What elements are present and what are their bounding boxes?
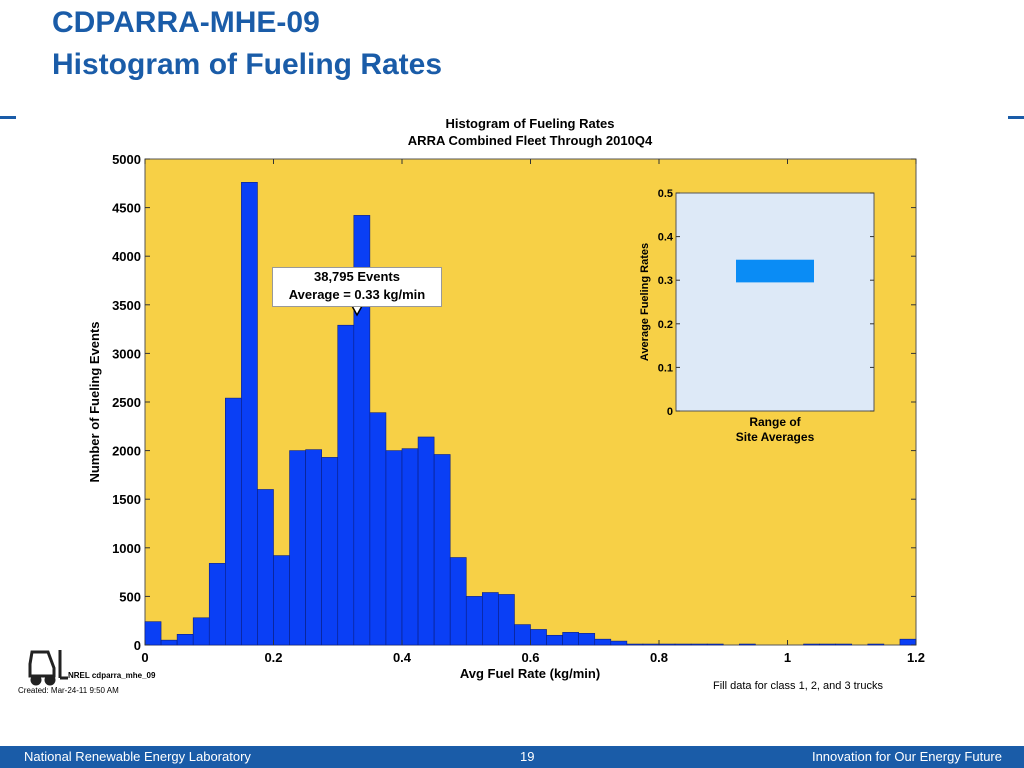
event-count-label: 38,795 Events: [313, 269, 400, 284]
histogram-bar: [273, 555, 290, 646]
histogram-bar: [289, 450, 306, 646]
x-tick-label: 0: [141, 650, 148, 665]
histogram-bar: [706, 643, 724, 646]
histogram-bar: [385, 450, 403, 646]
histogram-bar: [626, 643, 644, 646]
inset-x-axis-label-line: Site Averages: [736, 430, 815, 444]
histogram-bar: [610, 640, 628, 646]
y-tick-label: 500: [119, 589, 141, 604]
x-tick-label: 1: [784, 650, 791, 665]
histogram-bar: [465, 596, 483, 646]
created-timestamp: Created: Mar-24-11 9:50 AM: [18, 686, 119, 695]
inset-y-tick-label: 0.3: [658, 275, 673, 287]
histogram-bar: [482, 592, 499, 646]
histogram-bars: [144, 182, 917, 646]
histogram-bar: [417, 436, 435, 646]
inset-range-bar: [736, 259, 814, 283]
histogram-bar: [337, 324, 355, 646]
y-tick-label: 2000: [112, 444, 141, 459]
slide-title: Histogram of Fueling Rates: [52, 48, 443, 81]
histogram-bar: [241, 182, 258, 646]
axis-ticks: [144, 158, 917, 646]
histogram-bar: [642, 643, 660, 646]
histogram-bar: [690, 643, 708, 646]
inset-y-tick-label: 0.2: [658, 319, 673, 331]
histogram-bar: [530, 629, 547, 646]
y-axis-label: Number of Fueling Events: [87, 321, 102, 482]
histogram-bar: [225, 397, 242, 646]
histogram-bar: [819, 643, 836, 646]
y-axis-tick-labels: 0 500 1000 1500 2000 2500 3000 3500 4000 4500 5000: [112, 152, 141, 653]
y-tick-label: 3000: [112, 346, 141, 361]
histogram-bar: [305, 449, 322, 646]
x-tick-label: 0.8: [650, 650, 668, 665]
x-tick-label: 0.6: [521, 650, 539, 665]
event-summary-callout: 38,795 Events Average = 0.33 kg/min: [272, 267, 442, 307]
histogram-bar: [739, 643, 756, 646]
right-rule-tick: [1008, 116, 1024, 119]
slide-title-code: CDPARRA-MHE-09: [52, 6, 320, 39]
inset-y-tick-label: 0.5: [658, 188, 673, 200]
page-number: 19: [520, 749, 535, 764]
forklift-icon: [28, 650, 68, 686]
y-tick-label: 0: [134, 638, 141, 653]
y-tick-label: 3500: [112, 298, 141, 313]
histogram-bar: [562, 632, 579, 646]
histogram-bar: [674, 643, 692, 646]
histogram-bar: [803, 643, 820, 646]
histogram-bar: [514, 624, 531, 646]
histogram-bar: [546, 634, 563, 646]
inset-y-tick-label: 0.4: [658, 232, 674, 244]
y-tick-label: 2500: [112, 395, 141, 410]
histogram-bar: [144, 621, 162, 646]
inset-x-axis-label-line: Range of: [749, 415, 801, 429]
histogram-bar: [867, 643, 885, 646]
x-tick-label: 0.4: [393, 650, 412, 665]
x-axis-label: Avg Fuel Rate (kg/min): [460, 666, 600, 681]
histogram-bar: [160, 639, 178, 646]
histogram-bar: [658, 643, 676, 646]
inset-y-axis-label: Average Fueling Rates: [639, 243, 651, 361]
footer-tagline: Innovation for Our Energy Future: [811, 749, 1002, 764]
y-tick-label: 5000: [112, 152, 141, 167]
histogram-bar: [369, 412, 387, 646]
inset-y-tick-label: 0.1: [658, 362, 673, 374]
footer-organization: National Renewable Energy Laboratory: [24, 749, 251, 764]
histogram-bar: [192, 617, 210, 646]
histogram-bar: [835, 643, 853, 646]
histogram-bar: [594, 638, 612, 646]
histogram-bar: [208, 563, 226, 646]
histogram-bar: [433, 454, 451, 646]
histogram-bar: [257, 489, 274, 646]
histogram-bar: [401, 448, 419, 646]
y-tick-label: 4000: [112, 249, 141, 264]
x-tick-label: 1.2: [907, 650, 925, 665]
histogram-bar: [578, 633, 596, 646]
y-tick-label: 1000: [112, 541, 141, 556]
x-axis-tick-labels: 0 0.2 0.4 0.6 0.8 1 1.2: [141, 650, 925, 665]
histogram-bar: [498, 594, 515, 646]
y-tick-label: 4500: [112, 201, 141, 216]
inset-plot-area: [675, 192, 875, 412]
fill-data-note: Fill data for class 1, 2, and 3 trucks: [713, 680, 883, 692]
nrel-chart-id: NREL cdparra_mhe_09: [68, 671, 156, 680]
histogram-bar: [899, 638, 917, 646]
chart-subtitle: ARRA Combined Fleet Through 2010Q4: [408, 133, 653, 148]
average-rate-label: Average = 0.33 kg/min: [288, 287, 426, 302]
histogram-bar: [176, 634, 194, 646]
x-tick-label: 0.2: [264, 650, 282, 665]
chart-title: Histogram of Fueling Rates: [445, 116, 614, 131]
histogram-bar: [321, 457, 339, 646]
inset-x-axis-label: Range of Site Averages: [736, 415, 815, 444]
y-tick-label: 1500: [112, 492, 141, 507]
inset-y-ticks: 0 0.1 0.2 0.3 0.4 0.5: [658, 188, 874, 418]
footer-bar: [0, 746, 1024, 768]
left-rule-tick: [0, 116, 16, 119]
histogram-bar: [449, 557, 467, 646]
inset-y-tick-label: 0: [667, 406, 673, 418]
